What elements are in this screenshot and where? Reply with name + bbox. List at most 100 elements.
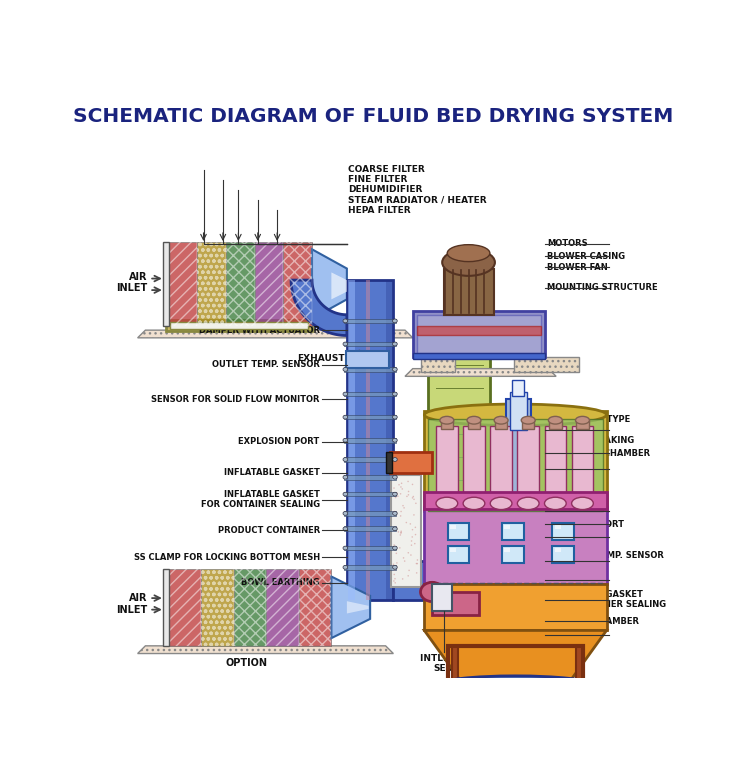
Bar bbox=[432, 584, 451, 611]
Ellipse shape bbox=[394, 574, 395, 575]
Ellipse shape bbox=[408, 575, 409, 577]
Bar bbox=[424, 507, 607, 584]
Ellipse shape bbox=[394, 569, 396, 571]
Text: INFLATABLE GASKET
FOR CONTAINER SEALING: INFLATABLE GASKET FOR CONTAINER SEALING bbox=[547, 590, 666, 610]
Ellipse shape bbox=[490, 498, 512, 510]
Ellipse shape bbox=[416, 572, 418, 574]
Ellipse shape bbox=[494, 416, 508, 424]
Text: EXHAUST: EXHAUST bbox=[297, 354, 345, 363]
Ellipse shape bbox=[343, 565, 348, 569]
Bar bbox=[468, 420, 480, 430]
Text: OPTION: OPTION bbox=[225, 658, 267, 668]
Ellipse shape bbox=[397, 531, 399, 533]
Text: EXPANSION CHAMBER: EXPANSION CHAMBER bbox=[547, 449, 650, 458]
Bar bbox=[347, 280, 394, 600]
Text: PU WHEEL: PU WHEEL bbox=[547, 631, 595, 639]
Ellipse shape bbox=[413, 498, 415, 500]
Ellipse shape bbox=[509, 695, 526, 712]
Ellipse shape bbox=[399, 534, 401, 536]
Ellipse shape bbox=[421, 582, 444, 601]
Ellipse shape bbox=[411, 536, 413, 538]
Bar bbox=[168, 242, 198, 326]
Polygon shape bbox=[332, 577, 370, 638]
Bar bbox=[168, 242, 198, 326]
Polygon shape bbox=[405, 369, 556, 376]
Ellipse shape bbox=[518, 498, 539, 510]
Ellipse shape bbox=[343, 367, 348, 371]
Ellipse shape bbox=[393, 488, 395, 489]
Ellipse shape bbox=[416, 563, 417, 565]
Ellipse shape bbox=[412, 484, 413, 485]
Bar bbox=[448, 523, 469, 539]
Ellipse shape bbox=[393, 392, 397, 396]
Bar bbox=[344, 392, 397, 396]
Bar bbox=[234, 569, 266, 646]
Polygon shape bbox=[424, 630, 607, 684]
Polygon shape bbox=[332, 272, 347, 299]
Ellipse shape bbox=[410, 554, 412, 555]
Polygon shape bbox=[394, 561, 432, 600]
Text: SAMPLING PORT: SAMPLING PORT bbox=[547, 520, 624, 529]
Bar bbox=[386, 452, 391, 473]
Bar bbox=[226, 242, 254, 326]
Text: AIR
INLET: AIR INLET bbox=[117, 594, 148, 615]
Ellipse shape bbox=[551, 695, 569, 712]
Bar bbox=[344, 491, 397, 497]
Ellipse shape bbox=[343, 492, 348, 496]
Bar bbox=[163, 569, 169, 646]
Ellipse shape bbox=[406, 495, 408, 497]
Bar bbox=[394, 561, 456, 600]
Ellipse shape bbox=[563, 695, 580, 712]
Ellipse shape bbox=[513, 700, 521, 707]
Ellipse shape bbox=[393, 438, 397, 442]
Ellipse shape bbox=[402, 488, 403, 490]
Bar bbox=[512, 380, 524, 395]
Ellipse shape bbox=[398, 484, 399, 485]
Text: SCHEMATIC DIAGRAM OF FLUID BED DRYING SYSTEM: SCHEMATIC DIAGRAM OF FLUID BED DRYING SY… bbox=[73, 107, 674, 126]
Text: VIEW GLASS: VIEW GLASS bbox=[547, 532, 604, 541]
Ellipse shape bbox=[393, 367, 397, 371]
Bar bbox=[463, 427, 485, 504]
Bar bbox=[346, 351, 389, 368]
Text: DEHUMIDIFIER: DEHUMIDIFIER bbox=[348, 185, 423, 194]
Text: SENSOR FOR SOLID FLOW MONITOR: SENSOR FOR SOLID FLOW MONITOR bbox=[151, 395, 320, 404]
Ellipse shape bbox=[397, 492, 398, 494]
Bar bbox=[421, 357, 456, 373]
Bar bbox=[201, 569, 234, 646]
Bar bbox=[284, 242, 312, 326]
Bar bbox=[344, 475, 397, 479]
Ellipse shape bbox=[343, 457, 348, 462]
Text: HEPA FILTER: HEPA FILTER bbox=[348, 206, 411, 215]
Bar bbox=[424, 584, 607, 630]
Ellipse shape bbox=[410, 523, 411, 525]
Bar bbox=[424, 411, 607, 511]
Ellipse shape bbox=[403, 557, 405, 559]
Ellipse shape bbox=[399, 493, 402, 495]
Bar bbox=[490, 427, 512, 504]
Ellipse shape bbox=[405, 522, 407, 523]
Text: INFLATABLE GASKET
FOR CONTAINER SEALING: INFLATABLE GASKET FOR CONTAINER SEALING bbox=[200, 490, 320, 509]
Ellipse shape bbox=[572, 498, 593, 510]
Ellipse shape bbox=[396, 552, 397, 554]
Bar bbox=[572, 427, 593, 504]
Ellipse shape bbox=[408, 570, 410, 572]
Text: OUTLET TEMP. SENSOR: OUTLET TEMP. SENSOR bbox=[212, 360, 320, 370]
Ellipse shape bbox=[447, 695, 464, 712]
Bar bbox=[444, 268, 494, 315]
Bar bbox=[344, 457, 397, 462]
Ellipse shape bbox=[413, 496, 414, 498]
Text: VIEW GLASS: VIEW GLASS bbox=[547, 507, 604, 516]
Ellipse shape bbox=[393, 457, 397, 462]
Bar bbox=[502, 523, 523, 539]
Ellipse shape bbox=[412, 529, 413, 530]
Text: FILTER BAG: FILTER BAG bbox=[547, 464, 600, 473]
Text: PRODUCT TEMP. SENSOR
( OPTIONAL ): PRODUCT TEMP. SENSOR ( OPTIONAL ) bbox=[547, 552, 663, 571]
Bar bbox=[391, 475, 421, 587]
Bar bbox=[448, 546, 469, 562]
Ellipse shape bbox=[343, 319, 348, 323]
Ellipse shape bbox=[410, 540, 413, 542]
Bar bbox=[506, 399, 531, 500]
Bar bbox=[545, 427, 566, 504]
Bar bbox=[284, 242, 312, 326]
Ellipse shape bbox=[393, 580, 394, 581]
